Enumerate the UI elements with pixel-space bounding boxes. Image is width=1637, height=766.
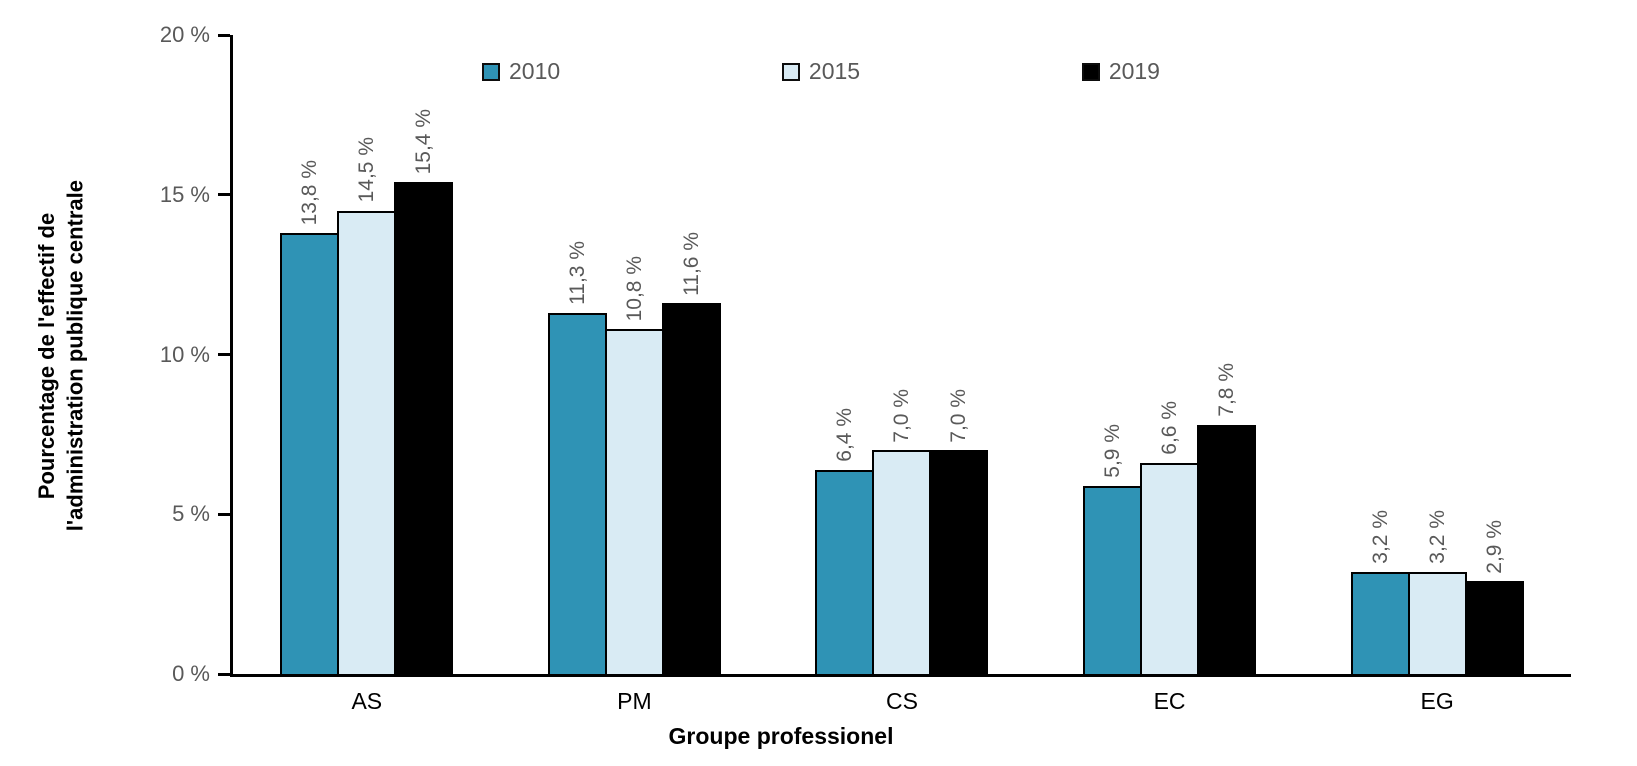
bar-2015-eg: 3,2 % [1407, 510, 1467, 674]
y-tick-label: 15 % [159, 181, 210, 207]
legend-label: 2019 [1108, 58, 1160, 84]
bar-2019-cs: 7,0 % [929, 389, 989, 674]
bar-2010-ec: 5,9 % [1083, 424, 1143, 674]
legend-item-2015: 2015 [781, 58, 861, 84]
legend-label: 2015 [808, 58, 861, 84]
bar-value-label: 11,3 % [565, 241, 589, 305]
y-tick-label: 5 % [172, 501, 210, 527]
y-axis-labels: 20 % 15 % 10 % 5 % 0 % [0, 23, 210, 686]
bar-value-label: 14,5 % [355, 137, 379, 203]
x-category-label-cs: CS [886, 688, 918, 714]
bar-value-label: 6,6 % [1158, 401, 1182, 456]
y-tick-label: 10 % [159, 341, 210, 367]
bar-2019-ec: 7,8 % [1197, 363, 1257, 674]
bar-group-cs: 6,4 % 7,0 % 7,0 % CS [768, 35, 1036, 714]
bar-value-label: 3,2 % [1425, 510, 1449, 564]
bar-2015-as: 14,5 % [337, 137, 397, 674]
x-category-label-pm: PM [617, 688, 652, 714]
plot-area: 13,8 % 14,5 % 15,4 % AS 11,3 % 10,8 % 11,6 % PM… [218, 33, 1571, 714]
bar-2010-eg: 3,2 % [1350, 510, 1410, 674]
x-category-label-eg: EG [1420, 688, 1454, 714]
legend: 2010 2015 2019 [482, 60, 1160, 83]
bar-groups: 13,8 % 14,5 % 15,4 % AS 11,3 % 10,8 % 11,6 % PM… [233, 35, 1571, 714]
y-tick-mark [218, 672, 230, 676]
bar-value-label: 15,4 % [412, 108, 436, 174]
x-category-label-as: AS [351, 688, 383, 714]
bar-2015-cs: 7,0 % [872, 389, 932, 674]
bar-2019-eg: 2,9 % [1464, 520, 1524, 674]
bar-2010-cs: 6,4 % [815, 408, 875, 674]
y-tick-mark [218, 33, 230, 37]
bar-value-label: 3,2 % [1368, 510, 1392, 564]
bar-2015-ec: 6,6 % [1140, 401, 1200, 674]
x-category-label-ec: EC [1153, 688, 1186, 714]
bar-value-label: 7,0 % [890, 388, 914, 443]
bar-value-label: 7,8 % [1215, 363, 1239, 417]
bar-value-label: 2,9 % [1482, 519, 1506, 574]
bar-value-label: 10,8 % [622, 255, 646, 321]
y-tick-mark [218, 512, 230, 516]
y-tick-mark [218, 353, 230, 356]
bar-2010-as: 13,8 % [280, 160, 340, 674]
legend-swatch-icon [482, 62, 500, 81]
legend-swatch-icon [1081, 62, 1100, 81]
bar-group-as: 13,8 % 14,5 % 15,4 % AS [233, 35, 501, 714]
bar-value-label: 11,6 % [679, 231, 703, 296]
bar-value-label: 13,8 % [298, 159, 322, 226]
bar-2019-as: 15,4 % [394, 109, 454, 674]
bar-value-label: 7,0 % [947, 388, 971, 443]
legend-swatch-icon [781, 62, 800, 81]
bar-value-label: 6,4 % [833, 407, 857, 462]
bar-2010-pm: 11,3 % [547, 241, 607, 674]
bar-2015-pm: 10,8 % [604, 256, 664, 674]
bar-value-label: 5,9 % [1101, 423, 1125, 478]
legend-label: 2010 [509, 58, 561, 84]
legend-item-2019: 2019 [1081, 58, 1160, 84]
y-tick-label: 20 % [159, 22, 210, 47]
bar-group-eg: 3,2 % 3,2 % 2,9 % EG [1303, 35, 1571, 714]
legend-item-2010: 2010 [482, 60, 560, 83]
y-tick-mark [218, 193, 230, 197]
y-tick-label: 0 % [172, 661, 210, 686]
bar-group-pm: 11,3 % 10,8 % 11,6 % PM [501, 35, 769, 714]
bar-group-ec: 5,9 % 6,6 % 7,8 % EC [1036, 35, 1304, 714]
bar-2019-pm: 11,6 % [661, 232, 721, 674]
x-axis-title: Groupe professionel [668, 723, 894, 749]
